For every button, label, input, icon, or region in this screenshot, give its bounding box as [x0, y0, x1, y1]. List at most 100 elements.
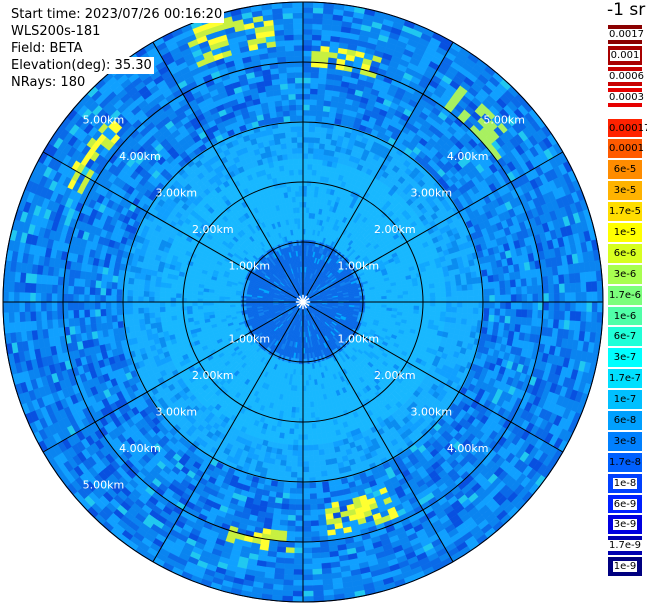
heatmap-cell [321, 481, 330, 488]
heatmap-cell [308, 126, 316, 133]
heatmap-cell [552, 319, 560, 330]
heatmap-cell [483, 288, 490, 296]
heatmap-cell [311, 164, 318, 171]
heatmap-cell [461, 307, 469, 314]
heatmap-cell [316, 104, 324, 112]
heatmap-cell [558, 283, 566, 294]
heatmap-cell [510, 301, 517, 310]
heatmap-cell [466, 278, 473, 286]
heatmap-cell [521, 301, 528, 311]
heatmap-cell [418, 309, 425, 315]
heatmap-cell [397, 301, 404, 306]
heatmap-cell [450, 280, 457, 287]
heatmap-cell [413, 297, 420, 303]
heatmap-cell [504, 279, 511, 289]
heatmap-cell [553, 292, 561, 303]
heatmap-cell [311, 45, 322, 52]
heatmap-cell [317, 508, 326, 516]
heatmap-cell [310, 77, 319, 84]
heatmap-cell [316, 503, 326, 510]
heatmap-cell [531, 309, 539, 319]
heatmap-cell [446, 296, 453, 303]
heatmap-cell [445, 311, 452, 318]
heatmap-cell [310, 520, 319, 527]
heatmap-cell [311, 428, 318, 435]
heatmap-cell [440, 296, 447, 303]
heatmap-cell [527, 301, 534, 311]
heatmap-cell [302, 125, 310, 132]
heatmap-cell [305, 374, 309, 381]
heatmap-cell [521, 293, 528, 303]
heatmap-cell [315, 422, 321, 429]
heatmap-cell [440, 301, 447, 308]
heatmap-cell [315, 115, 323, 123]
heatmap-cell [311, 50, 321, 57]
heatmap-cell [302, 7, 314, 14]
heatmap-cell [320, 126, 328, 134]
heatmap-cell [308, 136, 315, 144]
heatmap-cell [542, 310, 550, 320]
heatmap-cell [568, 273, 576, 284]
heatmap-cell [586, 301, 593, 313]
heatmap-cell [302, 169, 308, 176]
heatmap-cell [564, 283, 571, 294]
heatmap-cell [310, 72, 320, 79]
heatmap-cell [312, 579, 324, 586]
heatmap-cell [580, 311, 587, 323]
heatmap-cell [307, 174, 313, 181]
heatmap-cell [381, 295, 388, 300]
heatmap-cell [307, 439, 314, 446]
heatmap-cell [429, 306, 436, 312]
heatmap-cell [318, 77, 327, 85]
heatmap-cell [316, 427, 322, 435]
heatmap-cell [302, 109, 310, 116]
heatmap-cell [312, 444, 319, 451]
heatmap-cell [419, 301, 426, 307]
heatmap-cell [472, 283, 479, 291]
heatmap-cell [317, 153, 324, 161]
heatmap-cell [307, 444, 314, 451]
heatmap-cell [509, 316, 517, 325]
heatmap-cell [591, 311, 598, 323]
heatmap-cell [471, 319, 479, 327]
heatmap-cell [575, 301, 582, 312]
heatmap-cell [559, 301, 566, 312]
heatmap-cell [494, 294, 501, 303]
heatmap-cell [310, 412, 316, 419]
heatmap-cell [311, 552, 322, 559]
heatmap-cell [316, 99, 325, 106]
heatmap-cell [559, 292, 566, 303]
heatmap-cell [319, 132, 327, 139]
heatmap-cell [402, 290, 409, 296]
heatmap-cell [309, 396, 314, 403]
heatmap-cell [466, 318, 473, 326]
heatmap-cell [309, 493, 318, 500]
heatmap-cell [309, 104, 318, 111]
heatmap-cell [471, 277, 479, 285]
heatmap-cell [319, 546, 330, 554]
heatmap-cell [418, 305, 425, 311]
heatmap-cell [302, 152, 309, 159]
heatmap-cell [307, 147, 315, 154]
heatmap-cell [483, 301, 490, 309]
heatmap-cell [322, 105, 331, 113]
heatmap-cell [304, 363, 308, 371]
heatmap-cell [499, 308, 506, 317]
heatmap-cell [472, 307, 479, 315]
heatmap-cell [483, 308, 490, 316]
heatmap-cell [318, 454, 326, 461]
heatmap-cell [302, 158, 309, 165]
heatmap-cell [489, 295, 496, 303]
heatmap-cell [456, 285, 463, 292]
heatmap-cell [302, 23, 313, 30]
heatmap-cell [309, 109, 317, 117]
heatmap-cell [302, 88, 311, 95]
heatmap-cell [531, 317, 538, 327]
heatmap-cell [310, 88, 319, 95]
heatmap-cell [451, 296, 458, 303]
heatmap-cell [439, 286, 447, 293]
heatmap-cell [527, 293, 534, 303]
heatmap-cell [318, 519, 327, 527]
heatmap-cell [375, 296, 382, 300]
heatmap-cell [451, 301, 458, 308]
